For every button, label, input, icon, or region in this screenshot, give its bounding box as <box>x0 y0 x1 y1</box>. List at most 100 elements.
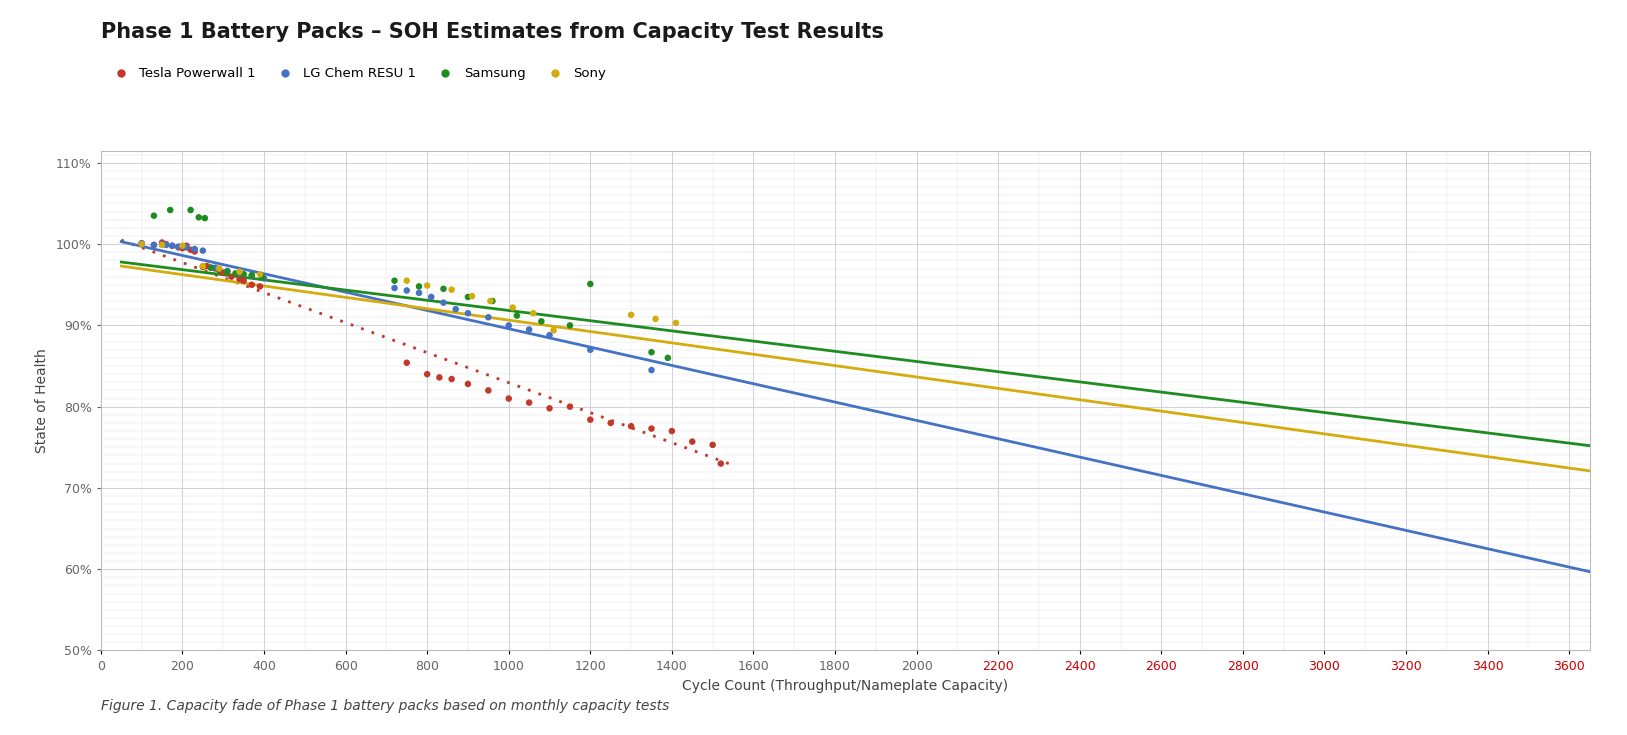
Point <box>439 284 465 295</box>
Point <box>431 297 457 309</box>
Point <box>537 329 563 341</box>
Point <box>638 423 664 434</box>
Point <box>169 243 195 254</box>
Point <box>231 268 257 280</box>
Point <box>202 262 228 274</box>
Point <box>394 275 420 287</box>
Point <box>540 324 566 336</box>
Point <box>247 268 273 280</box>
Y-axis label: State of Health: State of Health <box>36 348 49 453</box>
Point <box>247 281 273 293</box>
Point <box>142 239 168 251</box>
Point <box>431 283 457 295</box>
Point <box>251 273 277 284</box>
Point <box>129 238 155 250</box>
Point <box>218 270 244 282</box>
Point <box>700 439 726 451</box>
Point <box>182 243 208 255</box>
Point <box>394 357 420 369</box>
Point <box>215 265 241 277</box>
Point <box>578 278 604 290</box>
Point <box>166 240 192 252</box>
Point <box>499 301 526 313</box>
Point <box>659 425 685 437</box>
Point <box>578 344 604 356</box>
Point <box>516 323 542 335</box>
Point <box>475 312 501 323</box>
Point <box>226 273 252 285</box>
Point <box>210 267 236 279</box>
Point <box>192 212 218 224</box>
Point <box>439 373 465 385</box>
Point <box>556 401 582 412</box>
Point <box>185 212 212 223</box>
Point <box>231 275 257 287</box>
Point <box>174 240 200 251</box>
Point <box>418 291 444 303</box>
Point <box>643 313 669 325</box>
Point <box>618 309 644 320</box>
Point <box>159 240 185 251</box>
Point <box>578 414 604 426</box>
Point <box>477 295 503 307</box>
Point <box>129 237 155 249</box>
Point <box>169 240 195 251</box>
Point <box>158 204 184 216</box>
Point <box>174 242 200 254</box>
Legend: Tesla Powerwall 1, LG Chem RESU 1, Samsung, Sony: Tesla Powerwall 1, LG Chem RESU 1, Samsu… <box>107 68 605 80</box>
Point <box>407 281 433 293</box>
Point <box>142 209 168 221</box>
Text: Figure 1. Capacity fade of Phase 1 battery packs based on monthly capacity tests: Figure 1. Capacity fade of Phase 1 batte… <box>101 699 669 713</box>
Point <box>480 295 506 307</box>
Point <box>415 280 441 292</box>
Point <box>177 204 203 216</box>
Point <box>443 304 469 315</box>
Point <box>394 284 420 296</box>
Point <box>456 291 482 303</box>
Point <box>215 266 241 278</box>
Point <box>150 238 176 250</box>
Point <box>415 368 441 380</box>
Point <box>496 392 522 404</box>
Point <box>249 271 275 283</box>
Point <box>150 237 176 248</box>
Point <box>198 262 225 273</box>
Point <box>654 352 680 364</box>
X-axis label: Cycle Count (Throughput/Nameplate Capacity): Cycle Count (Throughput/Nameplate Capaci… <box>682 679 1009 693</box>
Point <box>129 237 155 249</box>
Point <box>239 270 265 282</box>
Point <box>521 307 547 319</box>
Point <box>207 262 233 274</box>
Point <box>142 239 168 251</box>
Point <box>708 458 734 470</box>
Point <box>597 417 623 429</box>
Point <box>182 245 208 257</box>
Point <box>618 420 644 432</box>
Point <box>198 262 225 273</box>
Point <box>153 238 179 250</box>
Point <box>190 245 216 257</box>
Point <box>239 269 265 281</box>
Point <box>202 262 228 273</box>
Point <box>226 268 252 279</box>
Point <box>426 371 452 383</box>
Text: Phase 1 Battery Packs – SOH Estimates from Capacity Test Results: Phase 1 Battery Packs – SOH Estimates fr… <box>101 22 883 42</box>
Point <box>190 260 216 272</box>
Point <box>504 309 530 321</box>
Point <box>239 279 265 290</box>
Point <box>207 265 233 276</box>
Point <box>638 365 664 376</box>
Point <box>516 397 542 409</box>
Point <box>190 261 216 273</box>
Point <box>177 244 203 256</box>
Point <box>459 290 485 302</box>
Point <box>381 282 407 294</box>
Point <box>556 320 582 331</box>
Point <box>537 403 563 415</box>
Point <box>194 260 220 272</box>
Point <box>150 239 176 251</box>
Point <box>662 317 688 329</box>
Point <box>456 307 482 319</box>
Point <box>475 384 501 396</box>
Point <box>159 240 185 251</box>
